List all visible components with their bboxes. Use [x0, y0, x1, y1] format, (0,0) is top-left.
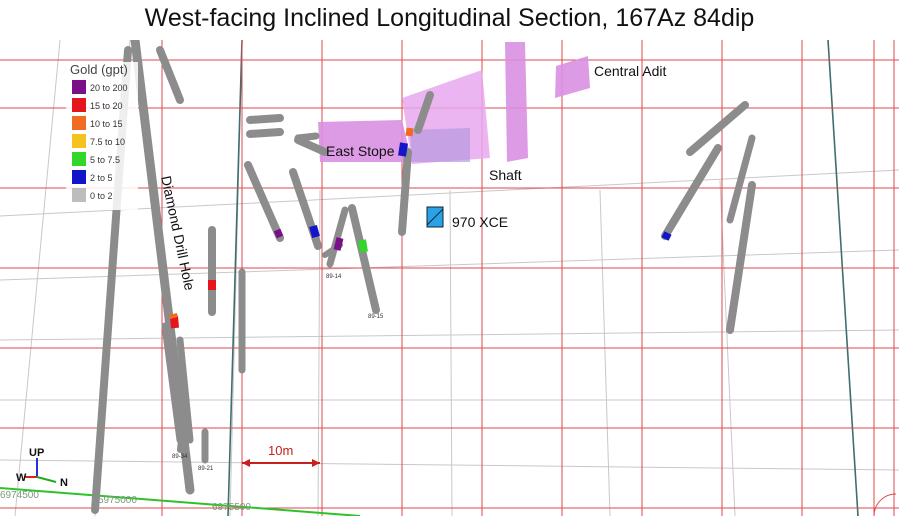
hole-id: 89-34 — [172, 454, 188, 460]
shaft-shape — [505, 42, 528, 162]
scale-label: 10m — [268, 443, 293, 458]
grid-label: 6975500 — [212, 502, 251, 513]
stope-overlap — [410, 128, 470, 162]
hole-id: 89-14 — [326, 274, 342, 280]
axis-north-label: N — [60, 477, 68, 489]
east-stope-lower — [318, 120, 412, 162]
orientation-axes: UP W N — [16, 447, 68, 489]
legend-label: 0 to 2 — [90, 191, 113, 201]
grid-label: 5975000 — [98, 495, 137, 506]
corner-arc — [873, 493, 897, 517]
surface-line — [0, 487, 361, 517]
legend-label: 5 to 7.5 — [90, 155, 120, 165]
legend-title: Gold (gpt) — [70, 62, 128, 77]
drill-holes — [91, 35, 756, 514]
axis-west-label: W — [16, 472, 27, 484]
underground-workings — [318, 42, 590, 164]
legend-label: 2 to 5 — [90, 173, 113, 183]
legend: Gold (gpt) 20 to 200 15 to 20 10 to 15 7… — [66, 62, 138, 210]
axis-up-label: UP — [29, 447, 44, 459]
central-adit-label: Central Adit — [594, 63, 666, 79]
section-canvas: Gold (gpt) 20 to 200 15 to 20 10 to 15 7… — [0, 35, 899, 517]
xce-label: 970 XCE — [452, 214, 508, 230]
red-grid — [0, 40, 899, 516]
east-stope-label: East Stope — [326, 143, 395, 159]
section-title: West-facing Inclined Longitudinal Sectio… — [144, 4, 755, 32]
section-boundaries — [227, 39, 859, 517]
shaft-label: Shaft — [489, 167, 522, 183]
legend-label: 10 to 15 — [90, 119, 123, 129]
drill-hole-long — [130, 35, 195, 495]
grid-label: 6974500 — [0, 490, 39, 501]
section-view: Gold (gpt) 20 to 200 15 to 20 10 to 15 7… — [0, 35, 899, 517]
legend-label: 7.5 to 10 — [90, 137, 125, 147]
hole-id: 89-15 — [368, 314, 384, 320]
central-adit-shape — [555, 56, 590, 98]
hole-id: 89-21 — [198, 466, 214, 472]
grade-intervals — [169, 127, 672, 329]
legend-label: 15 to 20 — [90, 101, 123, 111]
legend-label: 20 to 200 — [90, 83, 128, 93]
xce-icon — [426, 206, 444, 228]
scale-bar: 10m — [242, 443, 320, 467]
